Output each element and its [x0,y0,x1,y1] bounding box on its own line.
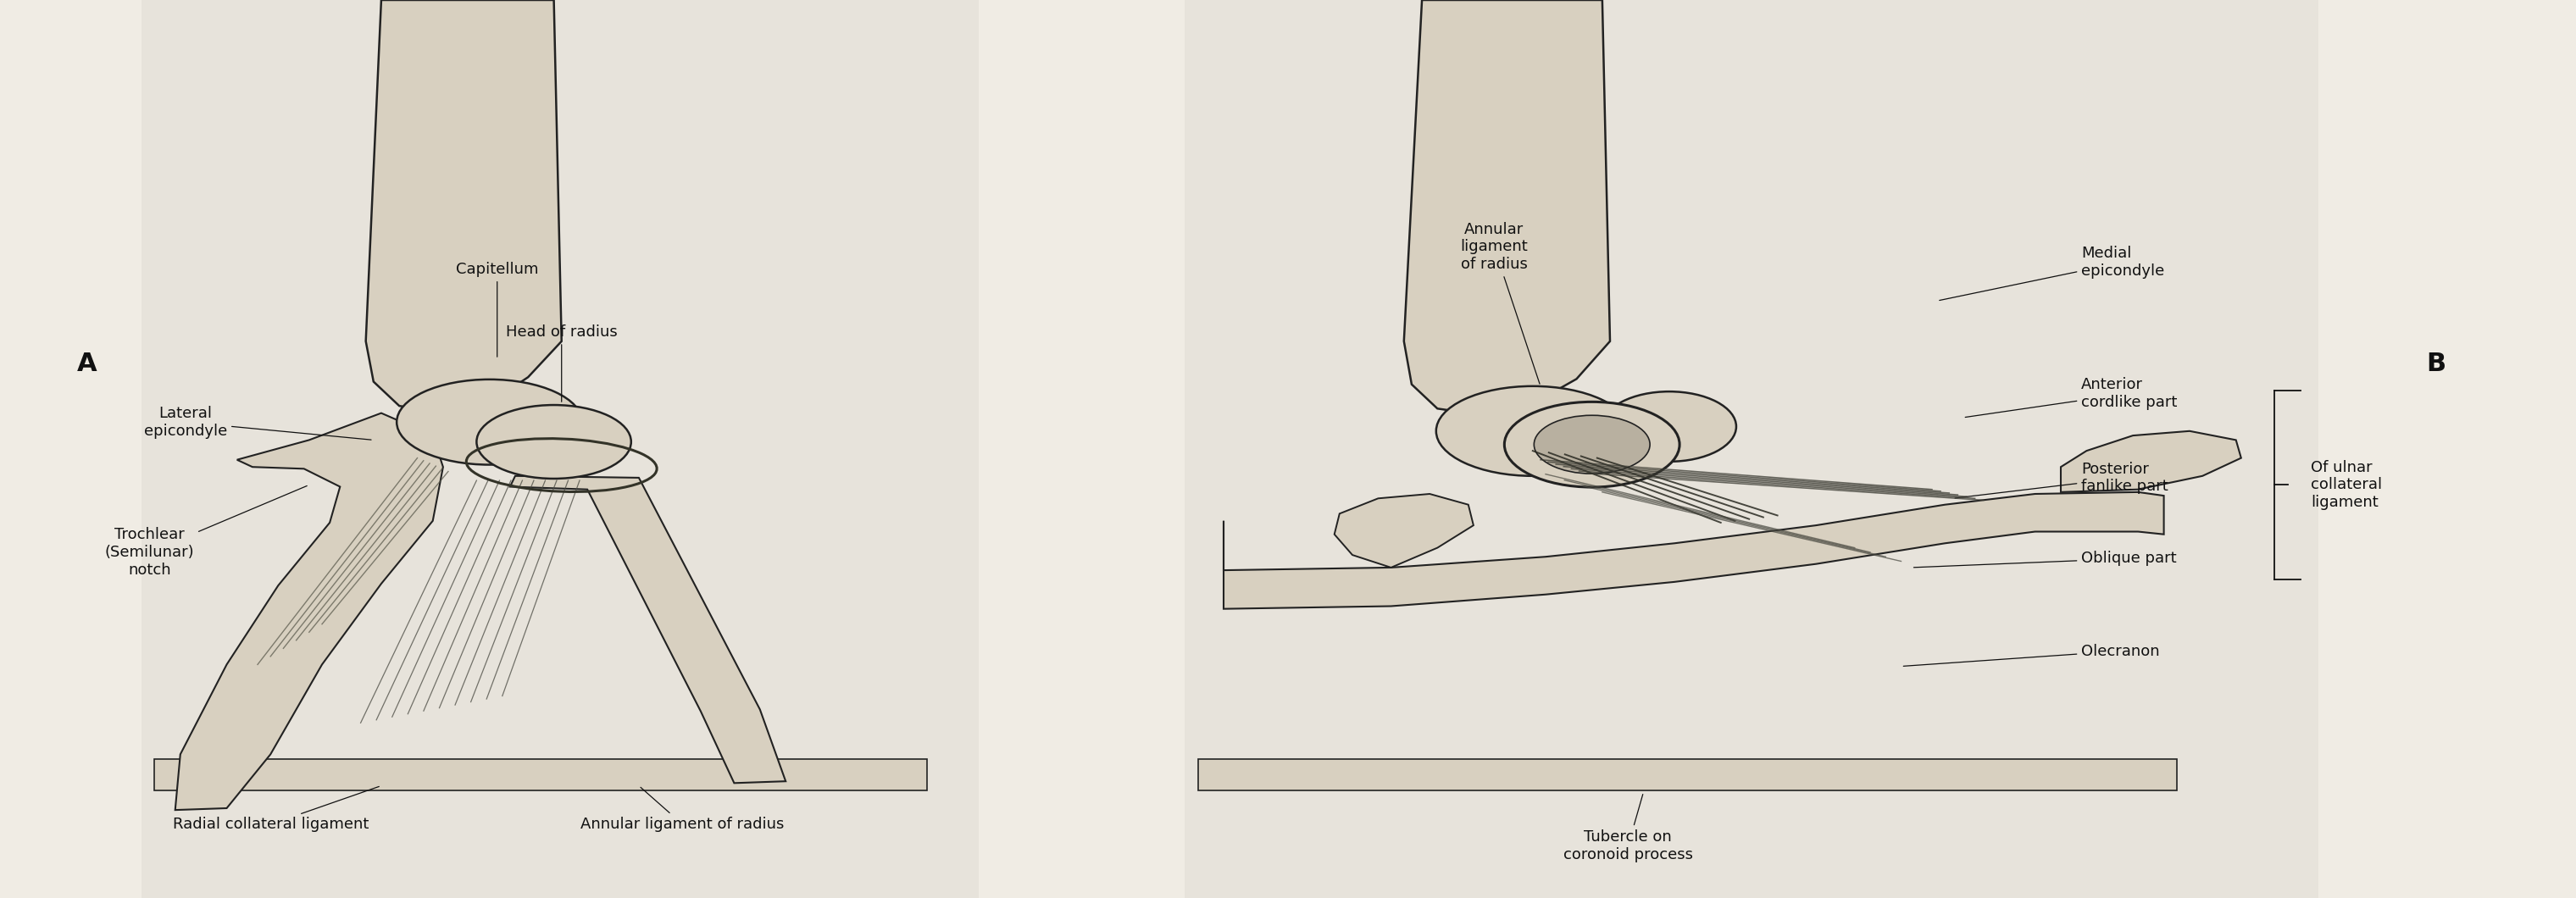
Text: Oblique part: Oblique part [1914,551,2177,568]
Ellipse shape [1504,402,1680,487]
Polygon shape [1404,0,1610,415]
Text: Tubercle on
coronoid process: Tubercle on coronoid process [1564,795,1692,862]
Text: Posterior
fanlike part: Posterior fanlike part [1955,462,2169,498]
Polygon shape [1224,492,2164,609]
Text: B: B [2427,351,2447,376]
Polygon shape [1185,0,2318,898]
Text: Lateral
epicondyle: Lateral epicondyle [144,406,371,440]
Ellipse shape [1533,415,1651,474]
Text: Medial
epicondyle: Medial epicondyle [1940,246,2164,300]
Text: A: A [77,351,98,376]
Polygon shape [366,0,562,413]
Polygon shape [155,759,927,790]
Text: Capitellum: Capitellum [456,262,538,357]
Ellipse shape [397,379,582,465]
Polygon shape [175,413,443,810]
Ellipse shape [477,405,631,479]
Ellipse shape [1437,386,1631,476]
Polygon shape [2061,431,2241,492]
Text: Annular
ligament
of radius: Annular ligament of radius [1461,222,1540,384]
Polygon shape [142,0,979,898]
Polygon shape [1334,494,1473,568]
Text: Olecranon: Olecranon [1904,644,2159,666]
Polygon shape [1198,759,2177,790]
Text: Of ulnar
collateral
ligament: Of ulnar collateral ligament [2311,460,2383,510]
Ellipse shape [1602,392,1736,462]
Text: Head of radius: Head of radius [505,325,618,401]
Text: Anterior
cordlike part: Anterior cordlike part [1965,377,2177,418]
Polygon shape [510,476,786,783]
Text: Radial collateral ligament: Radial collateral ligament [173,787,379,832]
Text: Trochlear
(Semilunar)
notch: Trochlear (Semilunar) notch [106,486,307,577]
Text: Annular ligament of radius: Annular ligament of radius [580,788,786,832]
